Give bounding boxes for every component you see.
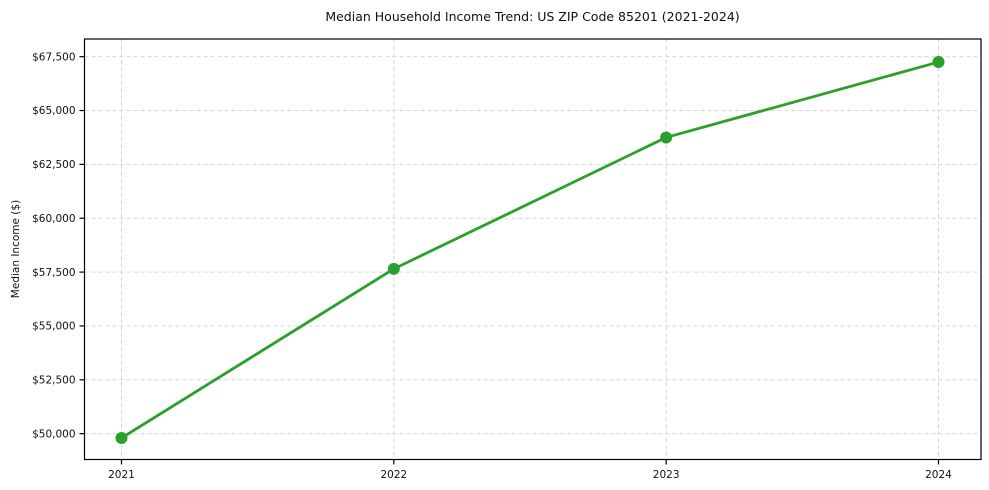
x-tick-label: 2024 <box>925 469 952 481</box>
x-tick-label: 2023 <box>653 469 680 481</box>
y-tick-label: $57,500 <box>32 267 75 279</box>
y-tick-label: $62,500 <box>32 159 75 171</box>
data-point-2022 <box>387 262 400 275</box>
x-tick-label: 2021 <box>108 469 135 481</box>
y-tick-label: $67,500 <box>32 51 75 63</box>
chart-title: Median Household Income Trend: US ZIP Co… <box>325 9 740 24</box>
plot-border <box>83 38 982 461</box>
data-point-2024 <box>932 56 945 69</box>
y-tick-label: $65,000 <box>32 105 75 117</box>
y-tick-label: $50,000 <box>32 428 75 440</box>
y-tick-label: $52,500 <box>32 374 75 386</box>
y-tick-label: $55,000 <box>32 321 75 333</box>
data-point-2021 <box>115 431 128 444</box>
data-point-2023 <box>660 131 673 144</box>
trend-line <box>120 60 940 440</box>
y-tick-label: $60,000 <box>32 213 75 225</box>
x-tick-label: 2022 <box>380 469 407 481</box>
